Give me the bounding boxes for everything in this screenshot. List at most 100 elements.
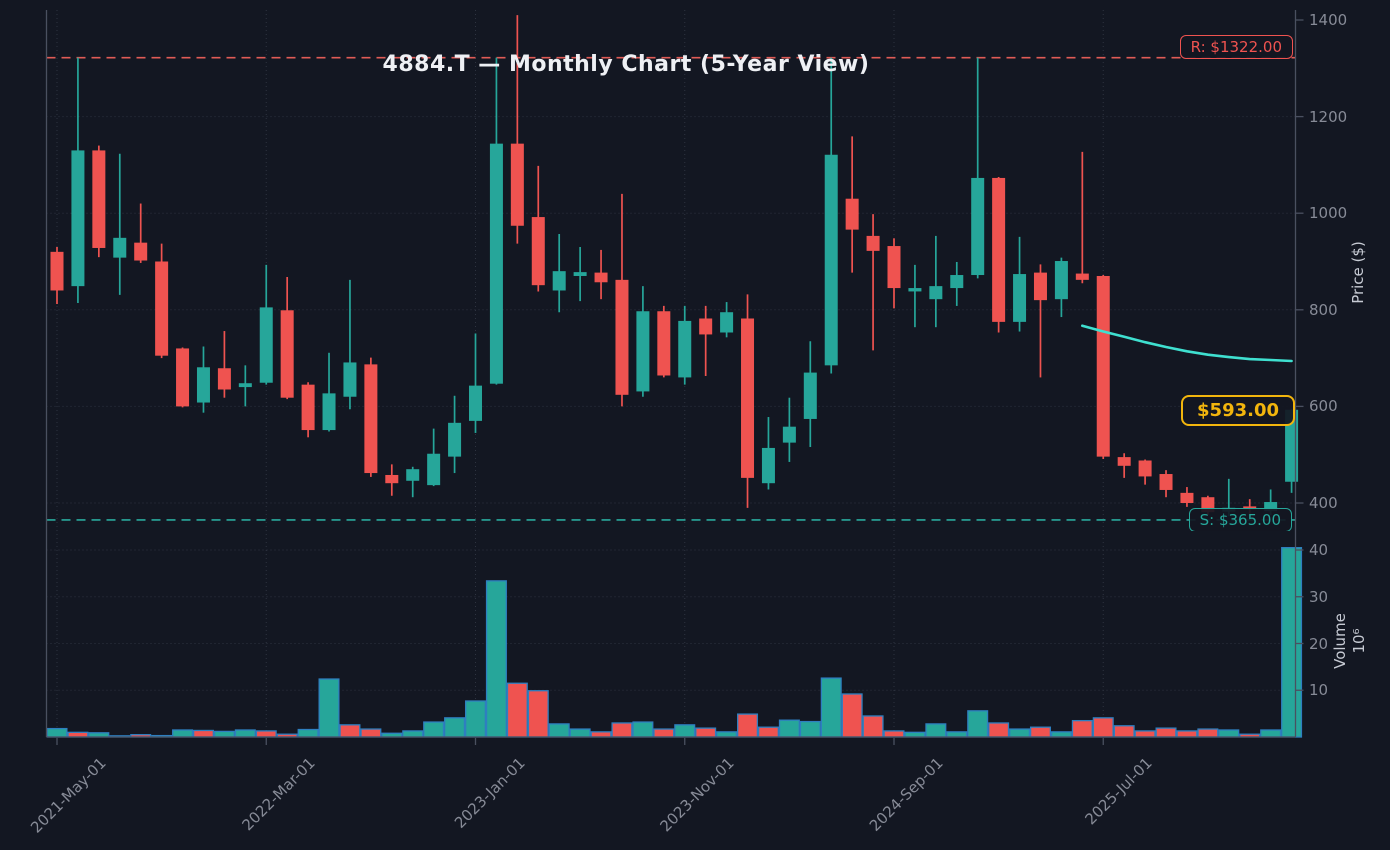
candle-body bbox=[1138, 460, 1152, 477]
volume-bar bbox=[925, 723, 947, 738]
candle-body bbox=[1180, 492, 1194, 503]
volume-bar bbox=[1113, 725, 1135, 738]
volume-bar bbox=[841, 693, 863, 738]
volume-bar bbox=[318, 678, 340, 738]
candle-body bbox=[259, 307, 273, 383]
volume-bar bbox=[611, 722, 633, 738]
candle-body bbox=[887, 246, 901, 289]
volume-bar bbox=[213, 730, 235, 738]
candle-body bbox=[1096, 275, 1110, 457]
candle-body bbox=[950, 275, 964, 289]
volume-axis-title-text: Volume bbox=[1330, 613, 1349, 669]
volume-bar bbox=[695, 727, 717, 738]
candle-body bbox=[1117, 457, 1131, 466]
volume-bar bbox=[172, 729, 194, 738]
candle-body bbox=[176, 348, 190, 407]
candle-body bbox=[1285, 409, 1299, 482]
volume-bar bbox=[674, 724, 696, 738]
volume-bar bbox=[46, 727, 68, 738]
volume-bar bbox=[402, 730, 424, 738]
volume-axis-title: Volume 10⁶ bbox=[1331, 613, 1369, 669]
volume-bar bbox=[757, 726, 779, 738]
candle-body bbox=[113, 237, 127, 258]
volume-bar bbox=[423, 721, 445, 738]
candle-body bbox=[699, 318, 713, 335]
volume-bar bbox=[360, 728, 382, 738]
candle-body bbox=[657, 311, 671, 376]
candle-body bbox=[385, 474, 399, 484]
candle-body bbox=[343, 362, 357, 397]
volume-bar bbox=[297, 728, 319, 738]
volume-bar bbox=[485, 580, 507, 738]
candle-body bbox=[50, 251, 64, 291]
candle-body bbox=[364, 364, 378, 474]
volume-bar bbox=[1071, 719, 1093, 738]
volume-bar bbox=[192, 729, 214, 738]
candle-body bbox=[217, 368, 231, 390]
volume-bar bbox=[1029, 726, 1051, 738]
candle-body bbox=[636, 311, 650, 392]
candle-body bbox=[741, 318, 755, 478]
volume-bar bbox=[862, 715, 884, 738]
volume-bar bbox=[255, 730, 277, 738]
volume-bar bbox=[1050, 731, 1072, 738]
volume-bar bbox=[1281, 547, 1303, 738]
candle-body bbox=[908, 288, 922, 292]
candle-body bbox=[489, 143, 503, 384]
volume-bar bbox=[1155, 727, 1177, 738]
candle-body bbox=[238, 383, 252, 388]
candle-body bbox=[469, 385, 482, 421]
volume-bar bbox=[569, 728, 591, 738]
candle-body bbox=[678, 320, 692, 378]
candle-body bbox=[1222, 507, 1236, 512]
candle-body bbox=[803, 372, 817, 419]
candle-body bbox=[761, 447, 775, 484]
candle-body bbox=[1201, 497, 1215, 513]
volume-bar bbox=[1176, 730, 1198, 738]
candle-body bbox=[155, 261, 169, 356]
volume-bar bbox=[778, 719, 800, 738]
candle-body bbox=[615, 279, 629, 395]
candle-body bbox=[1075, 273, 1089, 280]
volume-bar bbox=[1134, 730, 1156, 738]
candle-body bbox=[71, 150, 85, 287]
candle-body bbox=[971, 177, 985, 276]
candle-body bbox=[196, 367, 210, 403]
candle-body bbox=[552, 271, 566, 291]
volume-axis-unit: 10⁶ bbox=[1349, 628, 1368, 654]
candle-body bbox=[845, 198, 859, 230]
candle-body bbox=[782, 426, 796, 443]
candle-body bbox=[322, 393, 336, 431]
candle-body bbox=[594, 272, 608, 283]
ma-line bbox=[1081, 324, 1293, 363]
candle-body bbox=[427, 453, 441, 486]
volume-bar bbox=[590, 731, 612, 738]
candle-body bbox=[301, 384, 315, 431]
volume-bar bbox=[1092, 717, 1114, 738]
volume-bar bbox=[527, 690, 549, 738]
candle-body bbox=[866, 235, 880, 251]
volume-bar bbox=[820, 677, 842, 738]
candle-body bbox=[992, 177, 1006, 322]
candle-body bbox=[929, 286, 943, 300]
volume-bar bbox=[444, 717, 466, 738]
candle-body bbox=[1054, 261, 1068, 300]
volume-bar bbox=[904, 731, 926, 738]
candle-body bbox=[406, 469, 420, 481]
volume-bar bbox=[339, 724, 361, 738]
volume-bar bbox=[716, 731, 738, 738]
candle-body bbox=[1159, 474, 1173, 490]
candle-body bbox=[1264, 502, 1278, 512]
price-axis-title: Price ($) bbox=[1348, 241, 1367, 304]
volume-bar bbox=[653, 728, 675, 738]
candle-body bbox=[448, 422, 462, 457]
candle-body bbox=[720, 312, 734, 333]
volume-bar bbox=[1197, 728, 1219, 738]
volume-bar bbox=[234, 729, 256, 738]
candle-body bbox=[1243, 506, 1257, 510]
candle-body bbox=[92, 150, 106, 248]
candle-body bbox=[531, 217, 545, 286]
candle-body bbox=[280, 310, 294, 398]
